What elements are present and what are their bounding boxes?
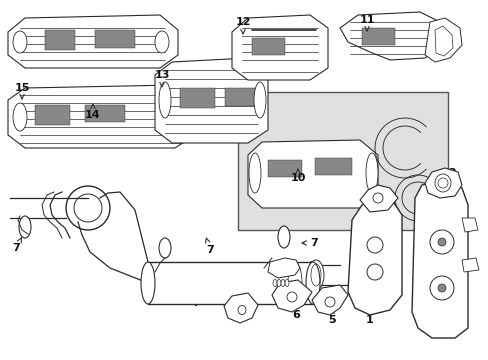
- Polygon shape: [180, 88, 215, 108]
- Polygon shape: [267, 258, 299, 278]
- Ellipse shape: [276, 279, 281, 287]
- Ellipse shape: [307, 260, 324, 290]
- Text: 1: 1: [366, 309, 373, 325]
- Ellipse shape: [19, 216, 31, 238]
- Ellipse shape: [437, 284, 445, 292]
- Bar: [148, 262, 312, 304]
- Circle shape: [429, 276, 453, 300]
- Ellipse shape: [365, 153, 377, 193]
- Ellipse shape: [13, 103, 27, 131]
- Ellipse shape: [281, 279, 285, 287]
- Text: 14: 14: [85, 104, 101, 120]
- Ellipse shape: [253, 82, 265, 118]
- Polygon shape: [271, 280, 311, 312]
- Text: 15: 15: [14, 83, 30, 99]
- Polygon shape: [361, 28, 394, 45]
- Polygon shape: [224, 88, 258, 106]
- Text: 7: 7: [12, 238, 21, 253]
- Ellipse shape: [285, 279, 288, 287]
- Text: 7: 7: [205, 238, 213, 255]
- Text: 9: 9: [298, 279, 315, 289]
- Circle shape: [286, 292, 296, 302]
- Circle shape: [366, 264, 382, 280]
- Text: 6: 6: [291, 304, 299, 320]
- Text: 10: 10: [290, 169, 305, 183]
- Text: 3: 3: [450, 319, 458, 335]
- Polygon shape: [461, 258, 478, 272]
- Polygon shape: [424, 168, 461, 198]
- Bar: [238, 92, 447, 230]
- Text: 5: 5: [327, 309, 335, 325]
- Text: 13: 13: [154, 70, 169, 87]
- Text: 12: 12: [235, 17, 250, 34]
- Ellipse shape: [155, 31, 169, 53]
- Polygon shape: [224, 293, 258, 323]
- Polygon shape: [311, 285, 347, 315]
- Text: 2: 2: [447, 168, 455, 184]
- Text: 8: 8: [298, 261, 315, 271]
- Text: 11: 11: [359, 15, 374, 31]
- Ellipse shape: [159, 82, 171, 118]
- Polygon shape: [8, 15, 178, 68]
- Circle shape: [429, 230, 453, 254]
- Text: 4: 4: [190, 292, 198, 308]
- Circle shape: [366, 237, 382, 253]
- Polygon shape: [95, 30, 135, 48]
- Ellipse shape: [278, 226, 289, 248]
- Ellipse shape: [159, 238, 171, 258]
- Ellipse shape: [13, 31, 27, 53]
- Polygon shape: [85, 105, 125, 122]
- Polygon shape: [45, 30, 75, 50]
- Polygon shape: [424, 18, 461, 62]
- Polygon shape: [347, 198, 401, 315]
- Ellipse shape: [248, 153, 261, 193]
- Circle shape: [372, 193, 382, 203]
- Text: 7: 7: [302, 238, 317, 248]
- Ellipse shape: [437, 238, 445, 246]
- Circle shape: [437, 178, 447, 188]
- Polygon shape: [155, 58, 267, 143]
- Polygon shape: [461, 218, 477, 232]
- Ellipse shape: [141, 262, 155, 304]
- Polygon shape: [411, 180, 467, 338]
- Polygon shape: [35, 105, 70, 125]
- Polygon shape: [267, 160, 302, 177]
- Polygon shape: [314, 158, 351, 175]
- Ellipse shape: [238, 306, 245, 315]
- Ellipse shape: [305, 262, 319, 304]
- Polygon shape: [359, 185, 397, 212]
- Polygon shape: [251, 38, 285, 55]
- Polygon shape: [247, 140, 377, 208]
- Ellipse shape: [171, 103, 184, 131]
- Ellipse shape: [272, 279, 276, 287]
- Polygon shape: [339, 12, 441, 60]
- Circle shape: [325, 297, 334, 307]
- Polygon shape: [8, 85, 195, 148]
- Polygon shape: [231, 15, 327, 80]
- Circle shape: [66, 186, 110, 230]
